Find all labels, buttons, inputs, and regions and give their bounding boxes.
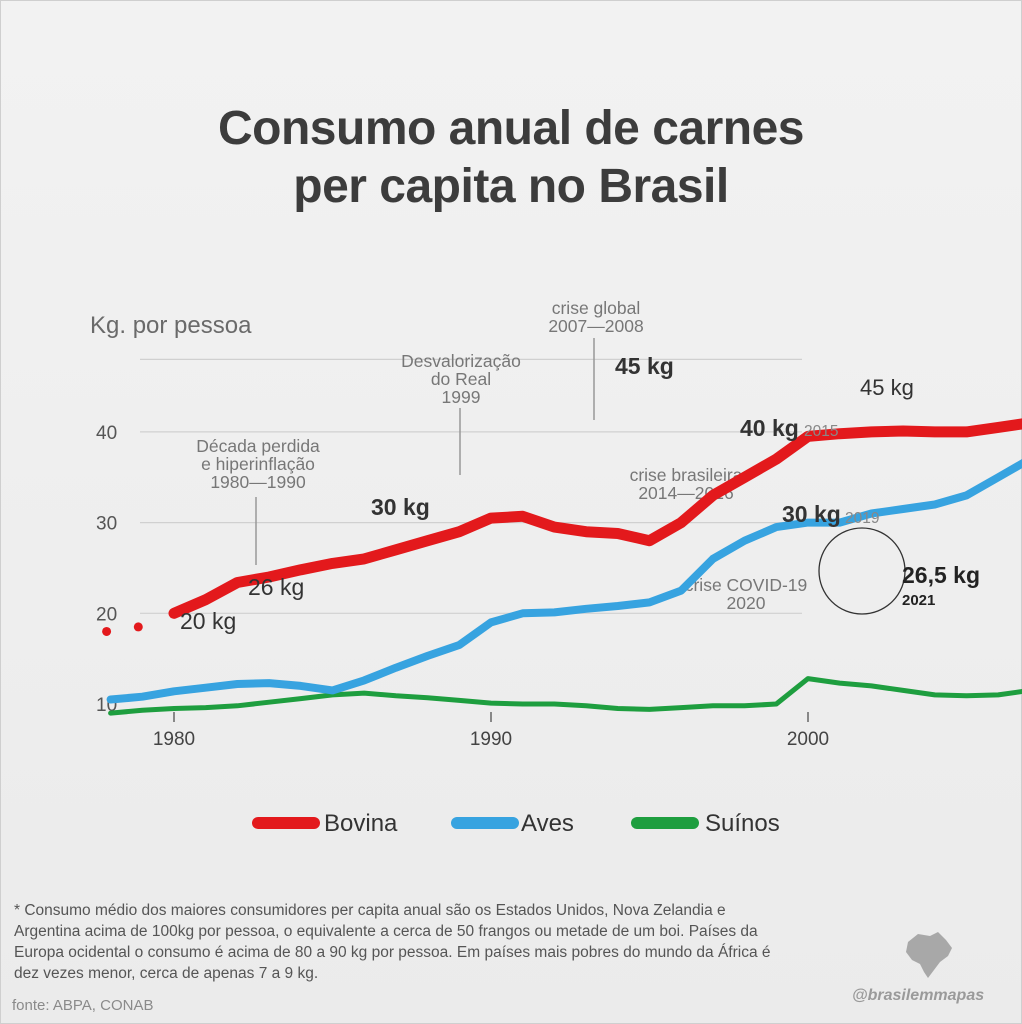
annotation-text: 2007—2008 — [548, 316, 643, 336]
covid-highlight-circle — [818, 527, 906, 615]
annotation-text: 1999 — [442, 387, 481, 407]
annotation-text: Desvalorização — [401, 351, 521, 371]
series-line-suinos — [108, 676, 1022, 716]
data-series — [102, 418, 1022, 716]
axes: Kg. por pessoa 1020304019801990200020102… — [90, 312, 829, 750]
page-title: Consumo anual de carnes per capita no Br… — [0, 100, 1022, 216]
x-tick-label: 1990 — [470, 729, 512, 750]
brazil-map-icon — [906, 932, 952, 978]
value-label: 30 kg — [782, 501, 841, 527]
bovina-start-dot — [133, 622, 143, 632]
footnote: * Consumo médio dos maiores consumidores… — [14, 902, 771, 982]
annotation-text: crise COVID-19 — [685, 575, 808, 595]
title-line-1: Consumo anual de carnes — [218, 102, 805, 155]
annotation-text: crise brasileira — [630, 465, 743, 485]
value-label: 26,5 kg — [902, 562, 980, 588]
value-label: 40 kg — [740, 415, 799, 441]
annotation-text: Década perdida — [196, 436, 320, 456]
x-tick-label: 1980 — [153, 729, 195, 750]
bovina-start-dot — [102, 626, 112, 636]
value-label: 45 kg — [615, 353, 674, 379]
y-tick-label: 20 — [96, 604, 117, 625]
brand-handle: @brasilemmapas — [852, 987, 985, 1004]
legend-label: Suínos — [705, 810, 780, 837]
value-label: 30 kg — [371, 494, 430, 520]
annotation-text: do Real — [431, 369, 491, 389]
y-axis-label: Kg. por pessoa — [90, 312, 252, 339]
legend-item: Bovina — [252, 810, 398, 837]
legend-item: Suínos — [631, 810, 780, 837]
series-line-aves — [106, 459, 1022, 704]
value-label: 20 kg — [180, 608, 236, 634]
annotation-text: e hiperinflação — [201, 454, 315, 474]
meat-consumption-chart: Kg. por pessoa 1020304019801990200020102… — [90, 298, 1022, 837]
annotation-text: 1980—1990 — [210, 472, 306, 492]
annotation-text: 2020 — [727, 593, 766, 613]
legend-item: Aves — [451, 810, 574, 837]
series-line-bovina — [168, 418, 1022, 619]
legend: Bovina Aves Suínos — [252, 810, 780, 837]
value-label: 45 kg — [860, 375, 914, 400]
legend-label: Bovina — [324, 810, 398, 837]
value-label-year: 2021 — [902, 592, 935, 609]
value-label: 26 kg — [248, 574, 304, 600]
y-tick-label: 30 — [96, 514, 117, 535]
title-line-2: per capita no Brasil — [293, 160, 729, 213]
source-note: fonte: ABPA, CONAB — [12, 997, 154, 1014]
value-label-year: 2019 — [845, 510, 879, 527]
x-tick-label: 2000 — [787, 729, 829, 750]
value-label-year: 2015 — [804, 423, 838, 440]
y-tick-label: 40 — [96, 423, 117, 444]
annotation-text: crise global — [552, 298, 641, 318]
legend-label: Aves — [521, 810, 574, 837]
